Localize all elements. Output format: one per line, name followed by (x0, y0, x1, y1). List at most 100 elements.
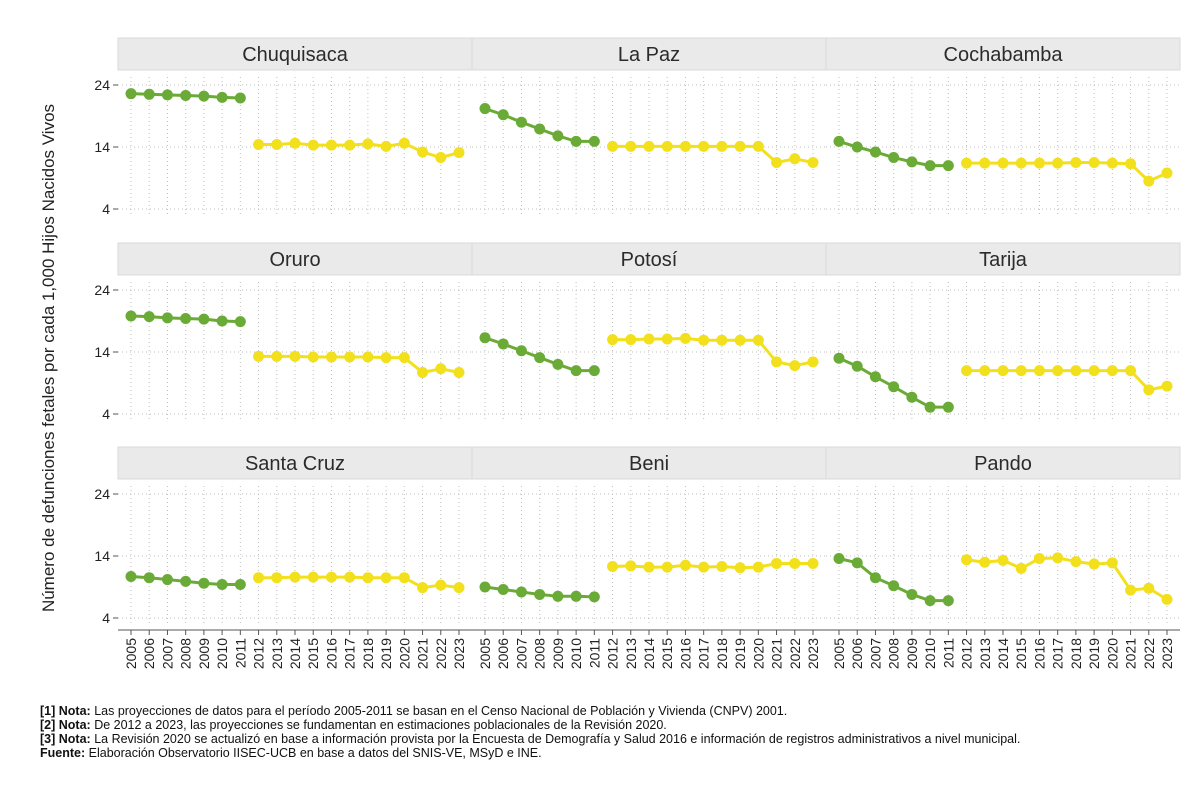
series-2012-2023-point (253, 572, 265, 584)
series-2012-2023-point (698, 561, 710, 573)
series-2012-2023-point (435, 152, 447, 164)
series-2005-2011-point (198, 577, 210, 589)
series-2005-2011-point (833, 135, 845, 147)
series-2012-2023-point (1143, 384, 1155, 396)
series-2012-2023-point (752, 140, 764, 152)
series-2012-2023-point (1161, 380, 1173, 392)
note-2: [2] Nota: De 2012 a 2023, las proyeccion… (40, 718, 1180, 732)
series-2005-2011-point (851, 141, 863, 153)
series-2005-2011-point (942, 401, 954, 413)
x-tick-label: 2019 (732, 638, 748, 669)
panel-title: Pando (974, 453, 1032, 475)
series-2005-2011-point (125, 570, 137, 582)
series-2012-2023-point (1143, 582, 1155, 594)
series-2012-2023-line (258, 141, 460, 160)
x-tick-label: 2007 (513, 638, 529, 669)
series-2012-2023-point (271, 139, 283, 151)
series-2005-2011-point (888, 152, 900, 164)
note-3-text: La Revisión 2020 se actualizó en base a … (94, 732, 1021, 746)
series-2012-2023-point (325, 571, 337, 583)
panel-strip (825, 37, 1181, 71)
panel-la-paz: La Paz (471, 37, 827, 215)
series-2012-2023-point (979, 556, 991, 568)
panel-strip (471, 446, 827, 480)
series-2012-2023-point (997, 365, 1009, 377)
x-tick-label: 2022 (1141, 638, 1157, 669)
series-2012-2023-point (307, 139, 319, 151)
series-2012-2023-point (325, 351, 337, 363)
series-2005-2011-point (888, 580, 900, 592)
series-2005-2011-point (924, 401, 936, 413)
footnotes: [1] Nota: Las proyecciones de datos para… (40, 704, 1180, 760)
series-2005-2011-point (143, 572, 155, 584)
x-tick-label: 2011 (232, 638, 248, 668)
series-2012-2023-line (258, 354, 460, 375)
y-tick-label: 24 (94, 77, 110, 93)
series-2005-2011-point (497, 583, 509, 595)
series-2012-2023-point (380, 140, 392, 152)
series-2012-2023-point (289, 350, 301, 362)
series-2012-2023-point (1088, 365, 1100, 377)
series-2012-2023-point (1161, 593, 1173, 605)
series-2012-2023-point (807, 557, 819, 569)
series-2005-2011-point (906, 588, 918, 600)
series-2012-2023-point (1015, 365, 1027, 377)
x-tick-label: 2014 (641, 638, 657, 669)
panel-tarija: Tarija (825, 242, 1181, 420)
series-2005-2011-point (570, 590, 582, 602)
x-tick-label: 2012 (959, 638, 975, 669)
x-tick-label: 2005 (477, 638, 493, 669)
series-2012-2023-point (344, 139, 356, 151)
series-2012-2023-point (679, 140, 691, 152)
x-tick-label: 2013 (623, 638, 639, 669)
chart-panels: Chuquisaca 4 14 24 La Paz Cochabamba Oruro 4 14 2… (94, 37, 1181, 669)
note-1-text: Las proyecciones de datos para el períod… (94, 704, 788, 718)
series-2005-2011-point (515, 586, 527, 598)
series-2012-2023-point (1125, 158, 1137, 170)
series-2012-2023-point (1143, 175, 1155, 187)
series-2012-2023-point (1070, 365, 1082, 377)
series-2005-2011-point (570, 365, 582, 377)
x-tick-label: 2023 (805, 638, 821, 669)
series-2012-2023-point (997, 157, 1009, 169)
series-2005-2011-point (851, 557, 863, 569)
series-2012-2023-point (271, 572, 283, 584)
series-2012-2023-point (698, 334, 710, 346)
series-2005-2011-point (216, 579, 228, 591)
series-2012-2023-point (661, 333, 673, 345)
x-tick-label: 2008 (532, 638, 548, 669)
series-2012-2023-point (1106, 157, 1118, 169)
note-3: [3] Nota: La Revisión 2020 se actualizó … (40, 732, 1180, 746)
series-2005-2011-point (588, 591, 600, 603)
series-2012-2023-point (453, 147, 465, 159)
series-2012-2023-point (453, 366, 465, 378)
series-2012-2023-point (643, 561, 655, 573)
series-2005-2011-point (924, 160, 936, 172)
series-2005-2011-point (180, 90, 192, 102)
series-2012-2023-point (716, 334, 728, 346)
series-2012-2023-point (1033, 157, 1045, 169)
series-2005-2011-point (534, 123, 546, 135)
series-2012-2023-line (966, 369, 1168, 392)
panel-title: Chuquisaca (242, 44, 349, 66)
series-2005-2011-point (216, 315, 228, 327)
panel-title: Santa Cruz (245, 453, 345, 475)
x-tick-label: 2017 (696, 638, 712, 669)
series-2012-2023-point (771, 356, 783, 368)
series-2012-2023-point (789, 153, 801, 165)
panel-strip (117, 446, 473, 480)
series-2005-2011-point (534, 352, 546, 364)
series-2012-2023-point (679, 559, 691, 571)
series-2005-2011-point (942, 595, 954, 607)
x-tick-label: 2017 (342, 638, 358, 669)
series-2005-2011-point (869, 371, 881, 383)
series-2012-2023-point (679, 332, 691, 344)
series-2005-2011-point (161, 574, 173, 586)
series-2012-2023-point (1052, 157, 1064, 169)
series-2012-2023-line (966, 161, 1168, 183)
note-3-label: [3] Nota: (40, 732, 91, 746)
x-tick-label: 2011 (586, 638, 602, 668)
series-2012-2023-point (307, 571, 319, 583)
x-tick-label: 2008 (178, 638, 194, 669)
series-2012-2023-line (612, 144, 814, 165)
